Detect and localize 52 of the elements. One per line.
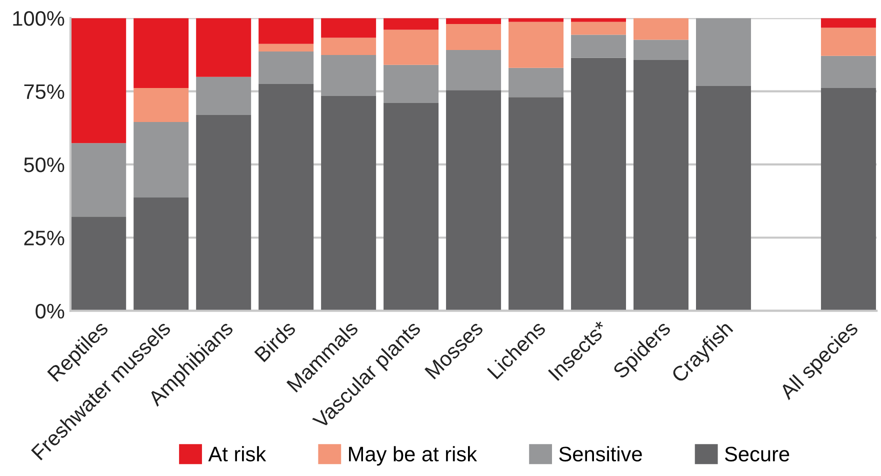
legend-label: Secure: [724, 446, 790, 462]
bar: [696, 18, 751, 86]
bar: [258, 84, 314, 311]
bar: [134, 122, 189, 198]
bar: [571, 58, 626, 311]
bar: [446, 90, 502, 311]
bar: [820, 56, 876, 88]
bar: [820, 88, 876, 311]
bar: [634, 60, 688, 311]
y-tick-label: 0%: [36, 304, 64, 319]
y-tick-label: 50%: [24, 157, 64, 172]
bar: [571, 34, 626, 58]
bar: [71, 143, 126, 217]
bar: [321, 96, 376, 311]
bar: [820, 18, 876, 28]
bar: [571, 22, 626, 35]
bar: [384, 102, 439, 311]
bar: [134, 18, 189, 88]
bar: [71, 18, 126, 144]
bar: [508, 97, 564, 311]
bar: [634, 40, 688, 60]
bar: [384, 64, 439, 103]
bar: [446, 50, 502, 90]
bar: [71, 216, 126, 311]
bar: [634, 18, 688, 40]
bar: [446, 18, 502, 24]
legend-label: At risk: [208, 446, 266, 462]
legend-label: Sensitive: [559, 446, 642, 462]
bar: [508, 68, 564, 98]
legend-label: May be at risk: [349, 446, 478, 466]
bar: [384, 18, 439, 30]
bar: [196, 18, 252, 77]
y-tick-label: 100%: [13, 11, 64, 26]
bar: [571, 18, 626, 22]
bar: [321, 54, 376, 96]
bar: [820, 28, 876, 56]
bar: [258, 18, 314, 44]
bar: [508, 22, 564, 68]
bar: [196, 114, 252, 311]
bar: [258, 51, 314, 84]
bar: [321, 18, 376, 38]
bar: [508, 18, 564, 22]
bar: [384, 30, 439, 65]
bar: [258, 44, 314, 52]
bar: [696, 86, 751, 311]
bar: [134, 88, 189, 122]
bar: [196, 76, 252, 115]
bar: [446, 24, 502, 50]
bar: [134, 198, 189, 311]
y-tick-label: 75%: [24, 84, 64, 100]
bar: [321, 38, 376, 55]
y-tick-label: 25%: [24, 230, 64, 246]
